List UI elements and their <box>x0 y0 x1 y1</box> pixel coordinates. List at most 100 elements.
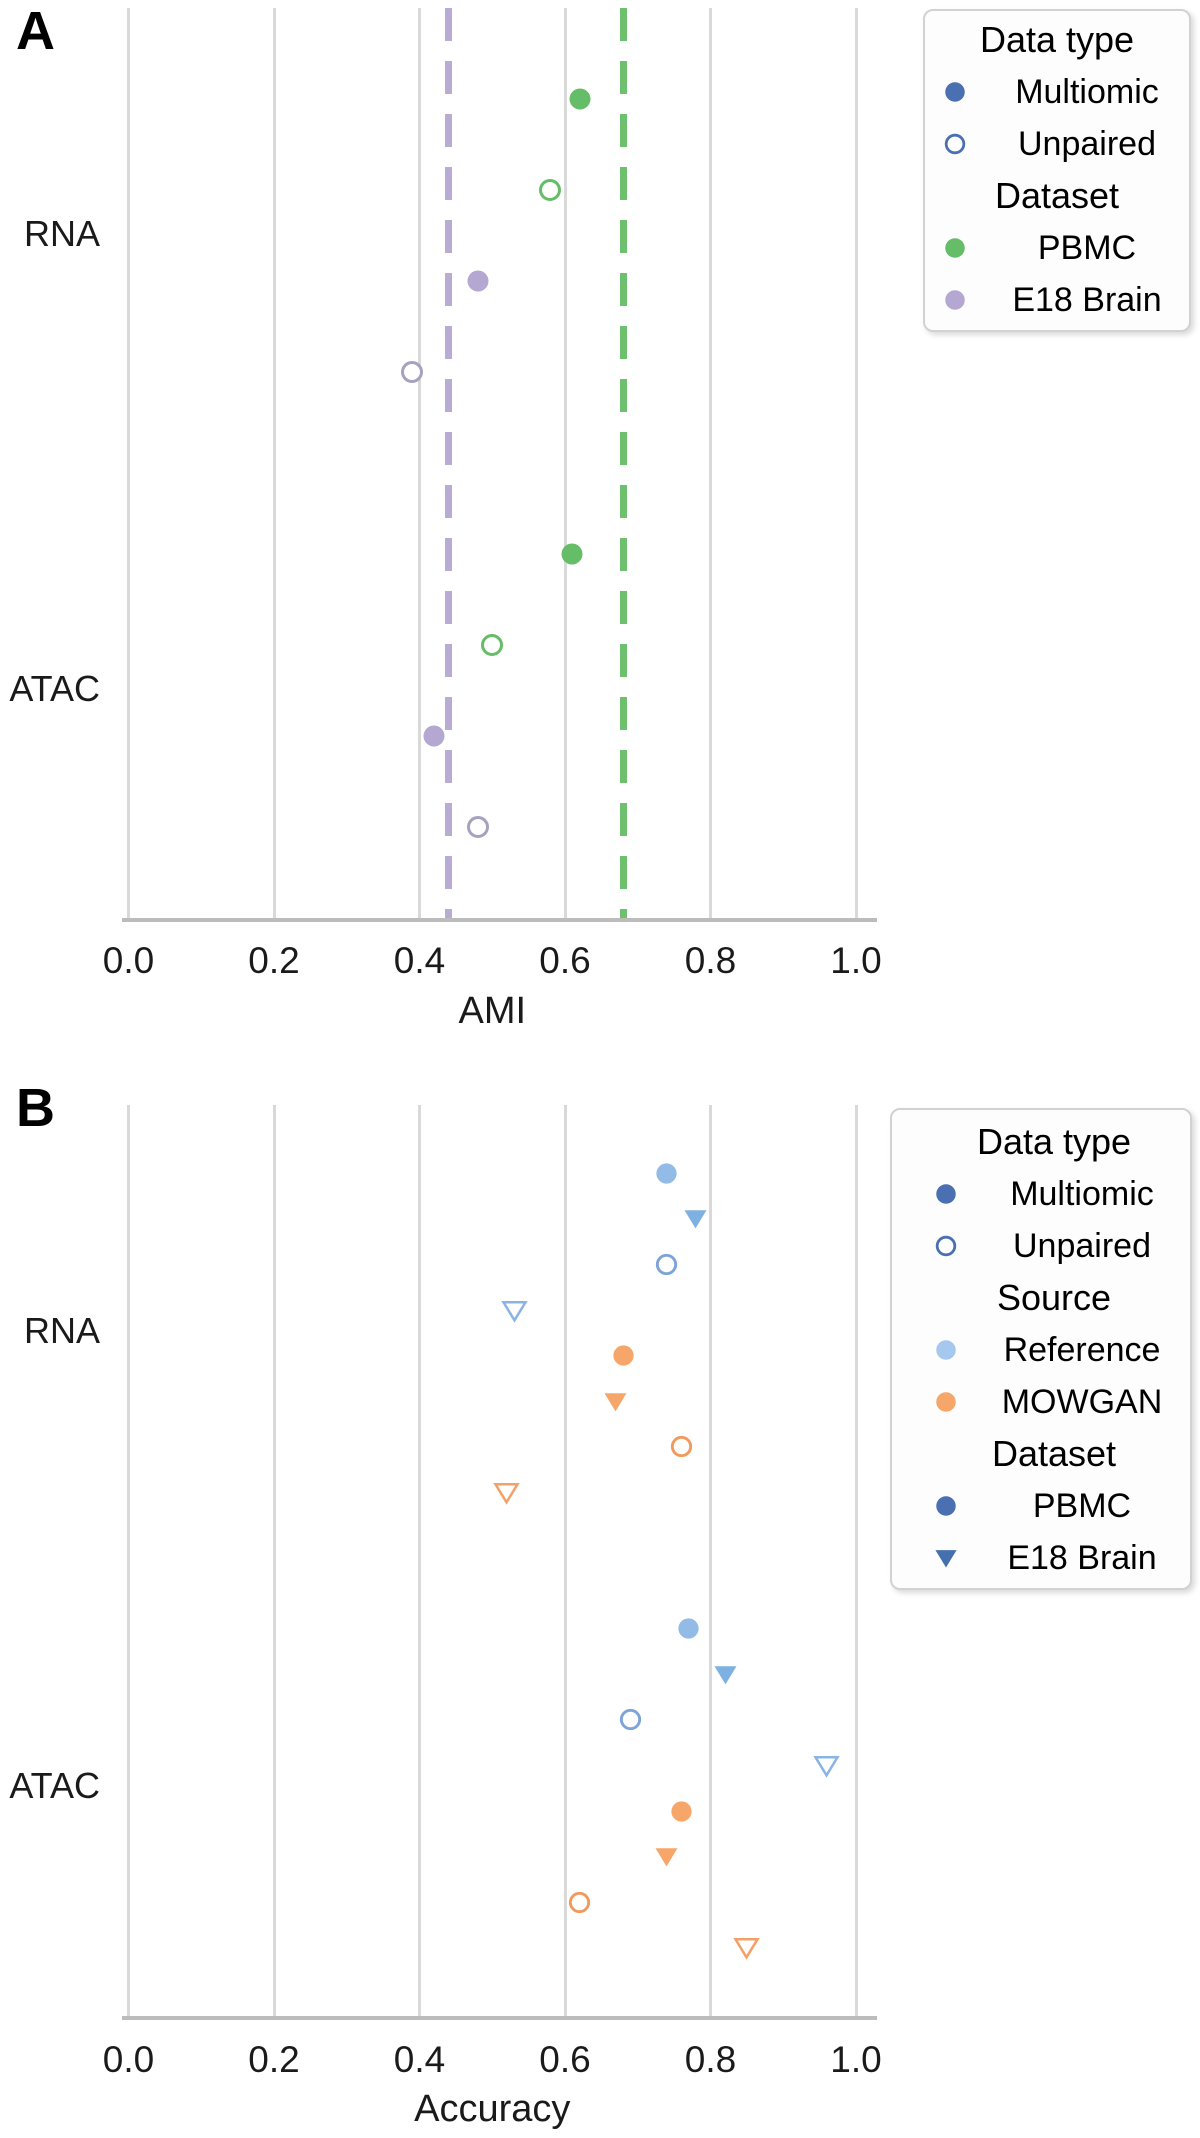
legend-marker-col <box>925 287 985 313</box>
data-point <box>813 1752 841 1779</box>
data-point <box>420 722 448 750</box>
data-point <box>566 85 594 113</box>
point-marker-circle-open <box>619 1709 642 1731</box>
data-point <box>398 358 426 386</box>
legend-item-label: PBMC <box>1032 1486 1132 1525</box>
legend-section: Source <box>918 1272 1190 1324</box>
data-point <box>500 1297 528 1324</box>
category-label-rna: RNA <box>23 1309 100 1351</box>
legend-item-label: E18 Brain <box>1012 280 1162 319</box>
x-tick-label: 0.6 <box>539 940 591 981</box>
legend-item-e18-brain: E18 Brain <box>925 274 1189 326</box>
legend-section-title: Dataset <box>994 175 1120 216</box>
point-marker-triangle-open <box>813 1756 841 1778</box>
gridline <box>272 8 276 918</box>
point-marker-triangle-open <box>733 1938 761 1961</box>
data-point <box>558 540 586 568</box>
legend-marker-col <box>918 1337 974 1363</box>
gridline <box>854 8 858 918</box>
data-point <box>610 1342 637 1369</box>
point-marker-triangle-open <box>493 1482 521 1505</box>
reference-line <box>445 8 453 918</box>
legend-item-label: E18 Brain <box>1007 1538 1157 1577</box>
point-marker-circle-filled <box>423 725 445 747</box>
legend-item-label: Unpaired <box>1013 1226 1151 1265</box>
point-marker-circle-filled <box>656 1163 677 1184</box>
x-tick-label: 0.2 <box>248 940 300 981</box>
x-tick-label: 0.4 <box>393 2039 446 2080</box>
legend-item-multiomic: Multiomic <box>925 66 1189 118</box>
legend-marker-circle-open <box>944 133 966 155</box>
legend-marker-circle-filled <box>936 1184 956 1204</box>
reference-line <box>619 8 627 918</box>
x-axis-line <box>122 918 877 922</box>
x-tick-label: 1.0 <box>830 2039 882 2080</box>
legend-marker-circle-filled <box>936 1496 956 1516</box>
legend-panel-B: Data type Multiomic Unpaired Source Referenc… <box>890 1108 1192 1590</box>
panel-B-letter: B <box>16 1078 55 1138</box>
x-tick-label: 0.0 <box>102 2039 155 2080</box>
gridline <box>854 1105 858 2016</box>
point-marker-triangle-filled <box>714 1666 737 1685</box>
x-tick-label: 1.0 <box>830 940 882 981</box>
point-marker-circle-filled <box>467 270 489 292</box>
data-point <box>668 1433 695 1460</box>
legend-item-unpaired: Unpaired <box>925 118 1189 170</box>
legend-section: Data type <box>918 1116 1190 1168</box>
gridline <box>272 1105 276 2016</box>
legend-marker-col <box>918 1493 974 1519</box>
legend-section: Dataset <box>918 1428 1190 1480</box>
legend-marker-col <box>918 1389 974 1415</box>
point-marker-circle-open <box>466 816 489 839</box>
data-point <box>668 1798 695 1825</box>
point-marker-circle-filled <box>613 1345 634 1366</box>
legend-section-title: Data type <box>979 19 1135 60</box>
legend-marker-col <box>918 1545 974 1571</box>
legend-marker-circle-filled <box>945 82 965 102</box>
legend-section-title: Source <box>996 1277 1112 1318</box>
point-marker-triangle-open <box>500 1300 528 1323</box>
point-marker-triangle-filled <box>684 1210 707 1229</box>
category-label-atac: ATAC <box>9 1765 100 1807</box>
legend-item-multiomic: Multiomic <box>918 1168 1190 1220</box>
data-point <box>682 1205 709 1232</box>
point-marker-circle-open <box>481 633 504 656</box>
legend-marker-col <box>925 79 985 105</box>
point-marker-circle-filled <box>671 1800 692 1822</box>
legend-item-label: PBMC <box>1037 228 1137 267</box>
point-marker-circle-filled <box>678 1618 699 1639</box>
legend-marker-col <box>918 1181 974 1207</box>
legend-section-title: Data type <box>976 1121 1132 1162</box>
panel-A-letter: A <box>16 1 55 61</box>
legend-item-label: Multiomic <box>1010 1174 1154 1213</box>
legend-item-pbmc: PBMC <box>918 1480 1190 1532</box>
x-tick-label: 0.6 <box>539 2039 591 2080</box>
data-point <box>566 1889 593 1916</box>
point-marker-triangle-filled <box>655 1848 678 1867</box>
legend-marker-col <box>925 235 985 261</box>
legend-marker-circle-filled <box>936 1340 956 1360</box>
legend-item-label: Multiomic <box>1015 72 1159 111</box>
legend-item-e18-brain: E18 Brain <box>918 1532 1190 1584</box>
gridline <box>709 8 712 918</box>
data-point <box>464 267 492 295</box>
x-tick-label: 0.4 <box>393 940 446 981</box>
legend-marker-col <box>918 1233 974 1259</box>
legend-marker-circle-filled <box>936 1392 956 1412</box>
data-point <box>653 1251 680 1278</box>
gridline <box>127 1105 130 2016</box>
data-point <box>712 1661 739 1688</box>
data-point <box>675 1615 702 1642</box>
legend-item-reference: Reference <box>918 1324 1190 1376</box>
data-point <box>536 176 564 204</box>
x-axis-title: Accuracy <box>414 2088 571 2130</box>
data-point <box>653 1843 680 1870</box>
legend-item-mowgan: MOWGAN <box>918 1376 1190 1428</box>
legend-marker-circle-filled <box>945 290 965 310</box>
legend-section-title: Dataset <box>991 1433 1117 1474</box>
point-marker-circle-open <box>401 361 424 384</box>
x-tick-label: 0.8 <box>684 940 737 981</box>
legend-section: Dataset <box>925 170 1189 222</box>
gridline <box>563 8 567 918</box>
